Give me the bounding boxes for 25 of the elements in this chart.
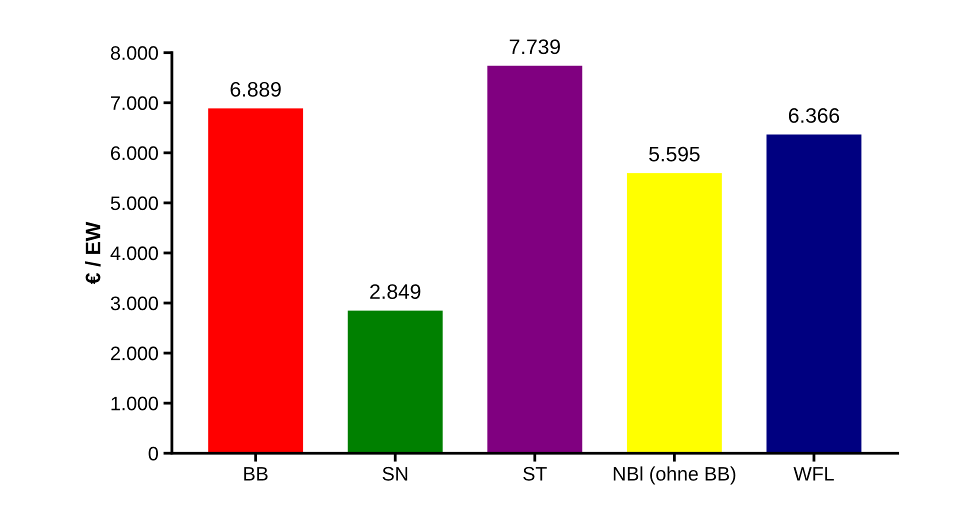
bar [626,173,722,454]
y-tick-label: 3.000 [110,296,158,310]
bar [487,66,582,454]
y-tick-label: 0 [148,446,158,460]
data-label: 6.366 [788,108,840,123]
data-label: 2.849 [370,284,420,299]
x-tick-label: WFL [794,467,834,481]
bar [348,310,443,454]
data-label: 6.889 [230,82,281,97]
data-label: 7.739 [510,39,560,54]
y-tick-label: 8.000 [110,46,158,60]
y-tick-label: 4.000 [110,246,158,260]
x-tick-label: ST [523,466,547,481]
y-axis-title: € / EW [85,222,101,284]
bar [766,134,862,454]
y-tick-label: 6.000 [111,146,158,160]
bar [208,108,304,454]
y-tick-label: 1.000 [112,396,158,410]
y-tick-label: 2.000 [111,346,158,360]
data-label: 5.595 [649,146,700,162]
x-tick-label: NBl (ohne BB) [614,466,736,485]
x-tick-label: BB [244,467,268,481]
y-tick-label: 7.000 [111,96,158,110]
y-tick-label: 5.000 [110,196,158,210]
x-tick-label: SN [382,466,408,481]
